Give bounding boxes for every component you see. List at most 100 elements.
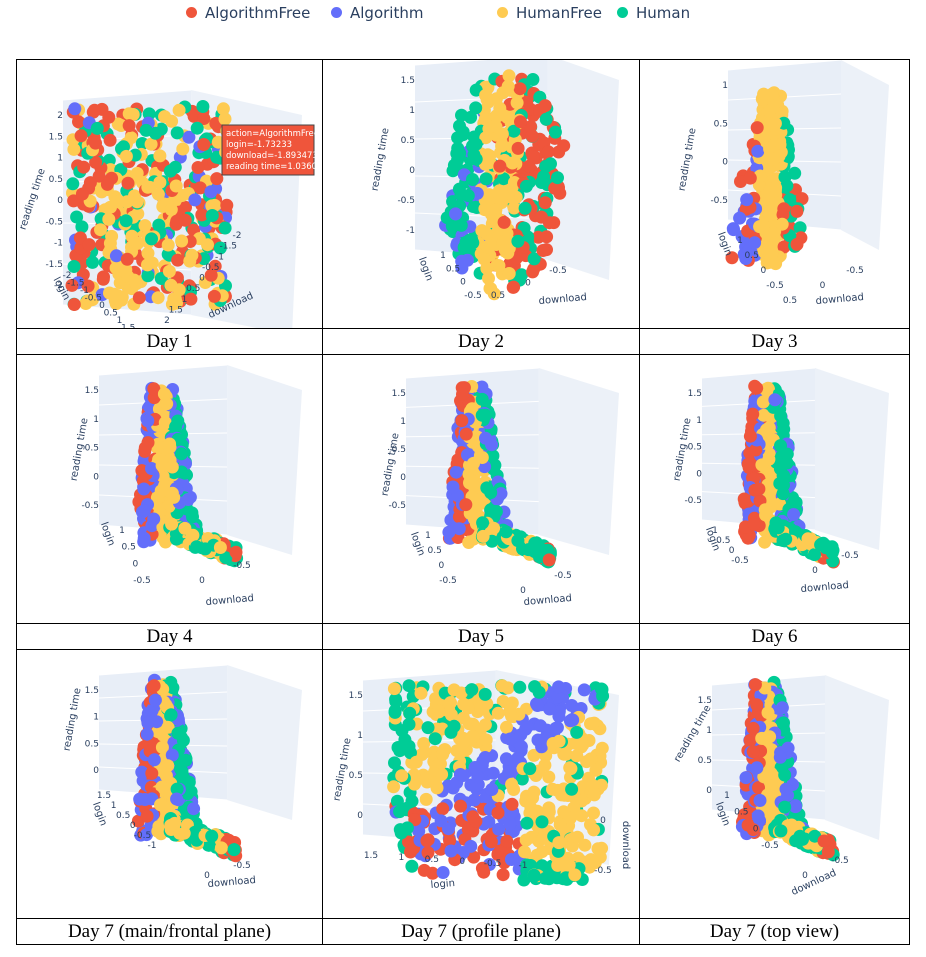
panel-day3-cell: 1 0.5 0 -0.5 1 0.5 0 -0.5 0.5 0 -0.5 reading time lo… [639, 59, 910, 329]
point-human [777, 716, 790, 730]
point-human [518, 201, 532, 215]
point-algorithmfree [88, 103, 101, 117]
point-algorithmfree [67, 194, 81, 208]
point-humanfree [523, 806, 537, 820]
point-algorithm [453, 768, 467, 781]
point-algorithm [141, 716, 155, 730]
point-human [780, 447, 794, 461]
point-algorithm [511, 751, 525, 765]
point-humanfree [467, 456, 480, 470]
point-algorithmfree [74, 129, 88, 143]
z-tick-label: 1.5 [688, 389, 702, 399]
point-algorithmfree [75, 187, 89, 201]
download-tick-label: 0 [802, 871, 808, 881]
download-tick-label: 1.5 [169, 305, 183, 315]
point-human [776, 487, 790, 501]
panel-day7-frontal[interactable]: 1.5 1 0.5 0 1.5 1 0.5 0 -0.5 -1 0 -0.5 reading time l… [17, 650, 322, 918]
login-tick-label: -2 [63, 271, 72, 281]
point-human [526, 73, 540, 86]
download-axis-title: download [790, 868, 838, 898]
z-tick-label: 1.5 [392, 389, 406, 399]
panel-day2[interactable]: 1.5 1 0.5 0 -0.5 -1 1 0.5 0 -0.5 0.5 0 -0.5 reading t… [323, 60, 639, 328]
point-algorithmfree [747, 517, 761, 531]
point-humanfree [562, 858, 576, 872]
point-humanfree [493, 101, 507, 115]
z-tick-label: 0 [57, 196, 63, 206]
scatter3d-plot[interactable]: 21.510.50-0.5-1-1.5-2-2-1.5-1-0.500.511.… [17, 60, 322, 328]
point-algorithm [775, 701, 789, 715]
point-algorithmfree [443, 834, 457, 848]
scene-box [98, 664, 302, 820]
legend-item-algorithmfree[interactable]: AlgorithmFree [186, 4, 310, 22]
side-wall [227, 665, 302, 820]
point-human [469, 101, 483, 115]
point-humanfree [518, 845, 531, 859]
download-tick-label: 0 [199, 576, 205, 586]
panel-day3[interactable]: 1 0.5 0 -0.5 1 0.5 0 -0.5 0.5 0 -0.5 reading time lo… [640, 60, 909, 328]
point-humanfree [552, 734, 566, 748]
point-algorithm [147, 512, 161, 526]
download-tick-label: -0.5 [841, 551, 859, 561]
point-algorithm [486, 766, 500, 780]
point-algorithm [739, 252, 753, 265]
download-axis-title: download [205, 593, 254, 608]
panel-day5[interactable]: 1.5 1 0.5 0 -0.5 1 0.5 0 -0.5 0 -0.5 reading time lo… [323, 355, 639, 623]
side-wall [840, 60, 889, 250]
point-algorithmfree [752, 781, 765, 795]
point-algorithm [147, 753, 161, 767]
login-tick-label: 0 [729, 546, 735, 556]
point-humanfree [213, 541, 227, 554]
point-human [469, 137, 483, 151]
z-axis-title: reading time [380, 432, 402, 497]
legend-label: Human [636, 4, 691, 22]
point-algorithmfree [132, 291, 146, 305]
point-human [67, 260, 81, 273]
point-algorithm [549, 721, 563, 735]
point-humanfree [208, 198, 222, 212]
legend-marker [186, 7, 197, 18]
point-algorithmfree [790, 204, 804, 218]
login-axis-title: login [408, 531, 427, 558]
point-human [451, 153, 465, 167]
point-algorithmfree [536, 244, 550, 257]
point-human [489, 505, 503, 518]
point-humanfree [158, 416, 172, 430]
z-tick-label: 1.5 [85, 686, 99, 696]
download-tick-label: -0.5 [594, 866, 612, 876]
panel-day1[interactable]: 21.510.50-0.5-1-1.5-2-2-1.5-1-0.500.511.… [17, 60, 322, 328]
panel-day6[interactable]: 1.5 1 0.5 0 -0.5 1 0.5 0 -0.5 0 -0.5 reading time lo… [640, 355, 909, 623]
z-tick-label: -1 [406, 226, 415, 236]
z-tick-label: -1.5 [45, 260, 63, 270]
point-humanfree [130, 195, 144, 209]
panel-day4-cell: 1.5 1 0.5 0 -0.5 1 0.5 0 -0.5 0 -0.5 reading time lo… [16, 354, 323, 624]
panel-day7-top[interactable]: 1.5 1 0.5 0 1 0.5 0 -0.5 0 -0.5 reading time login d… [640, 650, 909, 918]
legend-item-humanfree[interactable]: HumanFree [497, 4, 602, 22]
z-tick-label: 0 [357, 811, 363, 821]
point-algorithmfree [475, 861, 489, 875]
point-algorithm [514, 740, 528, 754]
point-algorithmfree [821, 845, 835, 859]
download-tick-label: 0 [199, 274, 205, 284]
point-algorithmfree [513, 82, 527, 96]
legend-item-human[interactable]: Human [617, 4, 690, 22]
point-algorithm [479, 792, 493, 806]
panel-day7-profile[interactable]: 1.5 1 0.5 0 1.5 1 0.5 0 -0.5 -1 0 -0.5 reading time l… [323, 650, 639, 918]
point-humanfree [131, 236, 145, 250]
tooltip-box [221, 124, 315, 176]
point-algorithmfree [197, 138, 211, 151]
point-humanfree [500, 720, 513, 734]
point-algorithmfree [147, 382, 161, 396]
legend-label: Algorithm [350, 4, 424, 22]
panel-day4[interactable]: 1.5 1 0.5 0 -0.5 1 0.5 0 -0.5 0 -0.5 reading time lo… [17, 355, 322, 623]
point-algorithmfree [103, 133, 117, 147]
point-humanfree [587, 788, 601, 802]
legend-item-algorithm[interactable]: Algorithm [331, 4, 423, 22]
